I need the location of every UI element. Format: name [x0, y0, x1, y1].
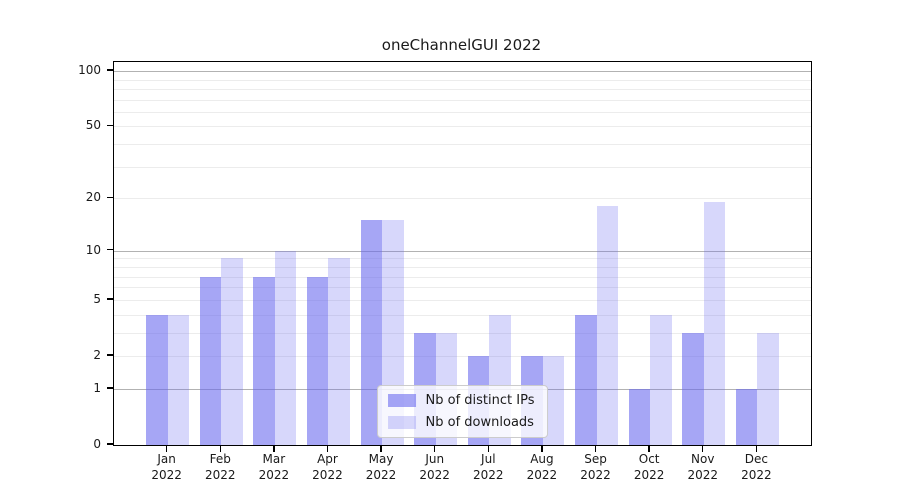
x-tick-mark-aug — [541, 445, 543, 452]
minor-gridline-2 — [114, 355, 811, 357]
x-tick-mark-mar — [273, 445, 275, 452]
legend: Nb of distinct IPs Nb of downloads — [376, 385, 549, 438]
major-gridline-100 — [114, 71, 811, 73]
bar-downloads-oct — [650, 314, 672, 445]
y-tick-label-2: 2 — [93, 347, 101, 362]
minor-gridline-6 — [114, 287, 811, 289]
minor-gridline-50 — [114, 126, 811, 128]
x-tick-mark-nov — [702, 445, 704, 452]
legend-label-downloads: Nb of downloads — [425, 415, 534, 430]
y-tick-label-0: 0 — [93, 437, 101, 451]
x-tick-mark-dec — [755, 445, 758, 452]
x-tick-label-mar: Mar 2022 — [258, 452, 290, 482]
y-tick-mark-20 — [107, 196, 113, 199]
major-gridline-10 — [114, 250, 811, 252]
y-tick-mark-5 — [107, 298, 113, 300]
minor-gridline-40 — [114, 144, 811, 146]
x-tick-mark-jun — [433, 445, 436, 452]
y-tick-label-20: 20 — [85, 190, 101, 205]
bar-distinct-ips-sep — [575, 314, 597, 445]
y-tick-mark-2 — [107, 354, 113, 356]
bar-downloads-apr — [328, 258, 350, 445]
y-tick-mark-100 — [107, 69, 113, 71]
y-tick-label-5: 5 — [93, 291, 101, 306]
x-tick-label-jul: Jul 2022 — [473, 452, 504, 482]
minor-gridline-80 — [114, 88, 811, 90]
plot-area: Nb of distinct IPs Nb of downloads — [113, 61, 812, 446]
y-tick-label-100: 100 — [78, 63, 101, 78]
y-tick-mark-10 — [107, 249, 113, 251]
bar-downloads-feb — [221, 258, 243, 445]
x-tick-label-nov: Nov 2022 — [687, 452, 719, 482]
x-tick-label-oct: Oct 2022 — [633, 452, 665, 482]
legend-swatch-distinct-ips — [387, 394, 416, 407]
bar-downloads-jan — [167, 314, 190, 445]
x-tick-label-aug: Aug 2022 — [526, 452, 558, 482]
minor-gridline-20 — [114, 198, 811, 200]
bar-distinct-ips-jan — [146, 314, 168, 445]
legend-row-distinct-ips: Nb of distinct IPs — [387, 393, 535, 408]
minor-gridline-7 — [114, 276, 811, 278]
legend-swatch-downloads — [387, 416, 416, 429]
chart-title: oneChannelGUI 2022 — [381, 36, 542, 54]
x-tick-label-feb: Feb 2022 — [204, 452, 236, 482]
x-tick-mark-oct — [648, 445, 650, 452]
bar-downloads-nov — [703, 202, 726, 445]
y-tick-mark-50 — [107, 124, 113, 127]
x-tick-mark-jul — [487, 445, 489, 452]
bar-distinct-ips-mar — [253, 276, 275, 445]
bar-distinct-ips-apr — [306, 276, 329, 445]
y-tick-label-1: 1 — [93, 380, 101, 395]
x-tick-mark-feb — [219, 445, 221, 452]
x-tick-label-may: May 2022 — [365, 452, 397, 482]
bar-distinct-ips-feb — [199, 276, 222, 445]
minor-gridline-5 — [114, 299, 811, 301]
bar-downloads-sep — [596, 206, 619, 445]
bar-distinct-ips-dec — [735, 388, 758, 445]
x-tick-mark-may — [380, 445, 382, 452]
minor-gridline-3 — [114, 332, 811, 334]
x-tick-label-sep: Sep 2022 — [580, 452, 611, 482]
legend-row-downloads: Nb of downloads — [387, 415, 535, 430]
x-tick-label-dec: Dec 2022 — [741, 452, 772, 482]
bar-downloads-dec — [757, 332, 779, 445]
x-tick-label-jun: Jun 2022 — [419, 452, 450, 482]
y-tick-mark-0 — [107, 443, 113, 445]
minor-gridline-9 — [114, 258, 811, 260]
minor-gridline-60 — [114, 111, 811, 113]
y-tick-mark-1 — [107, 387, 113, 389]
bar-distinct-ips-oct — [628, 388, 651, 445]
minor-gridline-70 — [114, 99, 811, 101]
bar-downloads-mar — [274, 250, 297, 445]
minor-gridline-8 — [114, 266, 811, 268]
x-tick-mark-sep — [594, 445, 597, 452]
x-tick-mark-jan — [165, 445, 168, 452]
legend-label-distinct-ips: Nb of distinct IPs — [425, 393, 535, 408]
x-tick-mark-apr — [326, 445, 329, 452]
y-tick-label-50: 50 — [85, 118, 101, 133]
x-tick-label-apr: Apr 2022 — [312, 452, 343, 482]
bar-distinct-ips-nov — [682, 332, 704, 445]
minor-gridline-4 — [114, 314, 811, 316]
minor-gridline-30 — [114, 166, 811, 168]
x-tick-label-jan: Jan 2022 — [151, 452, 182, 482]
minor-gridline-90 — [114, 79, 811, 81]
y-tick-label-10: 10 — [85, 242, 101, 257]
